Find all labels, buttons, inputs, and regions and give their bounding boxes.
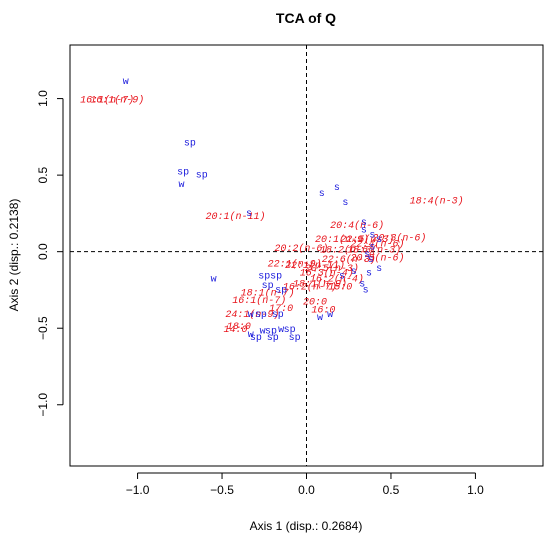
x-tick-label: 1.0 <box>467 483 484 497</box>
point-label: s <box>359 279 365 290</box>
point-label: 20:4(n-6) <box>330 220 384 232</box>
point-label: sp <box>258 272 270 283</box>
point-label: 20:0 <box>303 298 327 309</box>
point-label: 16:1(n-7) <box>232 295 286 307</box>
point-label: sp <box>270 272 282 283</box>
point-label: 16:3(n-4) <box>300 268 354 280</box>
point-label: w <box>260 327 266 338</box>
point-label: 18:3(n-3) <box>347 245 401 257</box>
point-label: sp <box>184 138 196 149</box>
point-label: w <box>248 310 254 321</box>
point-label: 18:1(n-7) <box>241 287 295 299</box>
point-label: sp <box>265 327 277 338</box>
point-label: s <box>363 285 369 296</box>
point-label: 16:1(n-9) <box>90 95 144 107</box>
point-label: w <box>211 275 217 286</box>
point-label: s <box>366 269 372 280</box>
point-label: sp <box>272 310 284 321</box>
point-label: 16:2(n-4) <box>310 274 364 286</box>
point-label: w <box>278 325 284 336</box>
chart-title: TCA of Q <box>276 10 336 26</box>
point-label: 22:6(n-3) <box>322 254 376 266</box>
x-tick-label: 0.0 <box>298 483 315 497</box>
point-label: s <box>368 255 374 266</box>
point-label: s <box>246 209 252 220</box>
point-label: 14:0 <box>224 325 248 336</box>
point-label: s <box>369 230 375 241</box>
x-axis: −1.0 −0.5 0.0 0.5 1.0 <box>126 472 484 497</box>
y-tick-label: −0.5 <box>36 316 50 340</box>
point-label: sp <box>275 285 287 296</box>
point-label: 20:1(n-9) <box>315 234 369 246</box>
point-label: 22:4(n-6) <box>350 238 404 250</box>
reference-lines <box>70 45 543 466</box>
point-label: s <box>361 218 367 229</box>
point-label: s <box>361 226 367 237</box>
point-label: 16:1(n-7) <box>80 95 134 107</box>
point-label: sp <box>262 281 274 292</box>
point-label: s <box>369 243 375 254</box>
point-label: 16:2(n-7) <box>283 281 337 293</box>
y-tick-label: −1.0 <box>36 393 50 417</box>
point-label: 24:1(n-9) <box>225 309 279 321</box>
point-label: 18:4(n-3) <box>410 196 464 208</box>
point-label: w <box>123 77 129 88</box>
point-label: s <box>319 189 325 200</box>
point-label: w <box>248 330 254 341</box>
point-label: s <box>351 267 357 278</box>
data-points: 16:1(n-9)16:1(n-7)20:1(n-11)18:4(n-3)20:… <box>80 77 463 344</box>
point-label: s <box>342 198 348 209</box>
point-label: sp <box>255 310 267 321</box>
point-label: 18:0 <box>227 322 251 333</box>
point-label: 15:0 <box>328 282 352 293</box>
y-tick-label: 0.5 <box>36 166 50 183</box>
point-label: sp <box>177 168 189 179</box>
point-label: 20:5(n-6) <box>350 252 404 264</box>
y-axis-label: Axis 2 (disp.: 0.2138) <box>7 199 21 312</box>
point-label: 16:0 <box>311 305 335 316</box>
point-label: sp <box>250 333 262 344</box>
point-label: 22:1(n-11) <box>285 260 345 272</box>
point-label: s <box>376 264 382 275</box>
point-label: 22:5(n-3) <box>340 234 394 246</box>
point-label: 22:1(n-9) <box>268 258 322 270</box>
point-label: s <box>376 235 382 246</box>
point-label: 17:0 <box>269 304 293 315</box>
x-tick-label: 0.5 <box>383 483 400 497</box>
point-label: w <box>327 310 333 321</box>
x-tick-label: −1.0 <box>126 483 150 497</box>
point-label: w <box>178 180 184 191</box>
point-label: sp <box>289 333 301 344</box>
y-axis: −1.0 −0.5 0.0 0.5 1.0 <box>36 90 64 417</box>
y-tick-label: 1.0 <box>36 90 50 107</box>
x-axis-label: Axis 1 (disp.: 0.2684) <box>250 519 363 533</box>
point-label: sp <box>196 171 208 182</box>
point-label: 18:2(n-6) <box>320 245 374 257</box>
point-label: sp <box>267 333 279 344</box>
point-label: s <box>339 272 345 283</box>
point-label: 20:5(n-3) <box>305 263 359 275</box>
point-label: w <box>317 313 323 324</box>
point-label: 20:3(n-6) <box>372 232 426 244</box>
point-label: 20:2(n-6) <box>274 243 328 255</box>
point-label: sp <box>284 325 296 336</box>
x-tick-label: −0.5 <box>210 483 234 497</box>
point-label: s <box>364 250 370 261</box>
point-label: 20:1(n-11) <box>206 211 266 223</box>
y-tick-label: 0.0 <box>36 243 50 260</box>
point-label: 18:1(n-9) <box>293 278 347 290</box>
point-label: s <box>334 183 340 194</box>
